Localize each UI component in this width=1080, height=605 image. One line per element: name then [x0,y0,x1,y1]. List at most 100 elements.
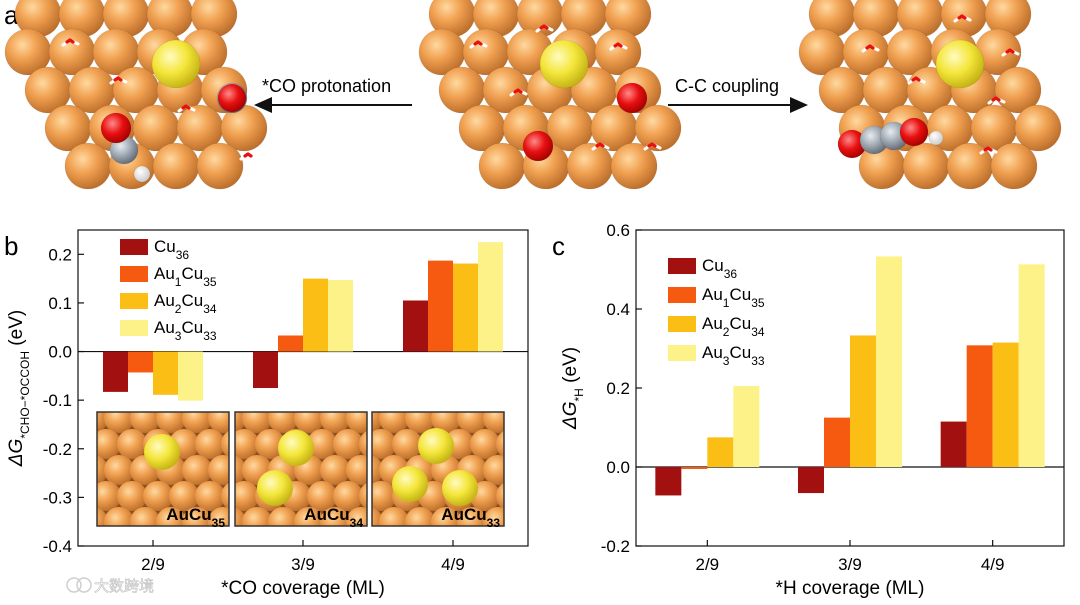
cu-atom [104,455,134,485]
cu-atom [182,507,212,526]
x-tick-label: 3/9 [291,555,315,574]
y-tick-label: 0.0 [606,458,630,477]
panel-label-b: b [4,231,18,261]
y-tick-label: -0.2 [43,440,72,459]
cu-atom [372,481,396,511]
water-molecule [177,104,196,113]
x-axis-label: *CO coverage (ML) [221,578,385,599]
y-tick-label: 0.4 [606,300,630,319]
cu-atom [169,481,199,511]
water-molecule [469,40,488,49]
au-atom [278,430,314,466]
x-tick-label: 2/9 [141,555,165,574]
cu-atom [431,507,461,526]
cu-atom [182,455,212,485]
water-molecule [1001,48,1020,57]
cu-atom [221,430,229,458]
bar-Au1Cu35-2-9 [681,467,708,469]
cu-atom [64,142,112,190]
water-molecule [953,14,972,23]
bar-Au2Cu34-2-9 [153,351,178,395]
inset-label-Au1Cu35: AuCu35 [166,505,225,530]
cu-atom [346,455,367,485]
cu-atom [470,429,500,459]
bar-Au1Cu35-3-9 [824,417,850,467]
cu-atom [143,481,173,511]
y-tick-label: -0.3 [43,488,72,507]
cu-atom [242,507,272,526]
bar-Au2Cu34-4-9 [992,342,1019,467]
cu-atom [346,412,367,433]
cu-atom [235,455,246,485]
legend-label-Au2Cu34: Au2Cu34 [702,314,765,339]
cu-atom [104,507,134,526]
cu-atom [379,507,409,526]
y-tick-label: 0.0 [48,343,72,362]
cu-atom [483,412,504,433]
au-atom [257,470,293,506]
water-molecule [643,142,662,151]
cu-atom [294,507,324,526]
cu-atom [208,455,229,485]
cu-atom [294,412,324,433]
x-tick-label: 4/9 [441,555,465,574]
au-atom [935,39,985,89]
cu-atom [372,455,383,485]
legend-swatch-Au1Cu35 [120,266,148,282]
water-molecule [979,146,998,155]
legend-swatch-Cu36 [120,239,148,255]
panel-label-a: a [4,0,19,30]
bar-Au1Cu35-3-9 [278,335,303,352]
cu-atom [97,429,121,459]
water-molecule [239,152,258,161]
bar-Au3Cu33-4-9 [478,242,503,352]
legend-swatch-Au2Cu34 [668,316,696,332]
cu-atom [333,429,363,459]
cu-atom [346,507,367,526]
cu-atom [156,412,186,433]
y-axis-label: ΔG*CHO−*OCCOH (eV) [6,310,32,467]
y-tick-label: 0.2 [48,245,72,264]
watermark-logo-icon [66,577,82,593]
chart-b: -0.4 -0.3 -0.2 -0.1 0.0 0.1 0.2 2/9 3/9 4/9 *CO co… [6,229,529,599]
bar-Au3Cu33-3-9 [328,280,353,352]
bar-Au3Cu33-3-9 [876,256,902,467]
y-tick-label: 0.6 [606,221,630,240]
panel-label-c: c [552,231,565,261]
cu-atom [117,481,147,511]
legend-label-Au1Cu35: Au1Cu35 [154,264,217,289]
cu-atom [130,412,160,433]
o-atom [899,117,929,147]
cu-atom [152,142,200,190]
slab-middle-initial [418,0,682,190]
bar-Au1Cu35-4-9 [428,260,453,352]
legend-swatch-Au3Cu33 [120,320,148,336]
cu-atom [104,412,134,433]
watermark-text: 大数跨境 [94,577,154,595]
watermark-logo-icon-b [76,577,92,593]
h-atom [928,130,944,146]
water-molecule [509,88,528,97]
bar-Cu36-3-9 [253,351,278,388]
legend-swatch-Cu36 [668,258,696,274]
cu-atom [1014,104,1062,152]
au-atom [144,434,180,470]
cu-atom [359,482,367,510]
cu-atom [457,412,487,433]
cu-atom [97,507,108,526]
y-tick-label: -0.2 [601,537,630,556]
inset-Au1Cu35: AuCu35 [96,411,230,530]
cu-atom [156,507,186,526]
inset-Au3Cu33: AuCu33 [371,411,505,530]
bar-Au1Cu35-4-9 [966,345,993,467]
y-tick-label: 0.1 [48,294,72,313]
cu-atom [130,507,160,526]
cu-atom [405,412,435,433]
cu-atom [307,429,337,459]
legend-label-Au3Cu33: Au3Cu33 [702,343,765,368]
bar-Cu36-3-9 [798,467,824,494]
water-molecule [61,38,80,47]
cu-atom [496,430,504,458]
